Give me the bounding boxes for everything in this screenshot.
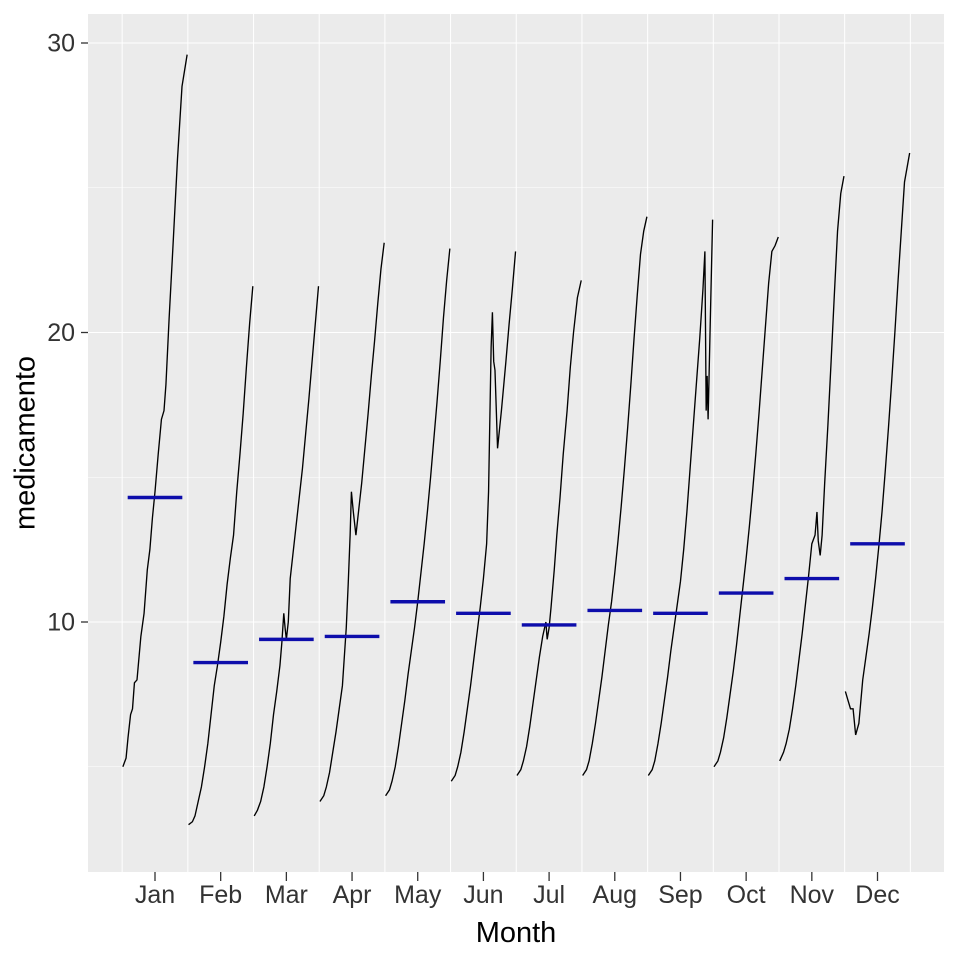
svg-text:Oct: Oct	[727, 881, 766, 909]
svg-text:Sep: Sep	[658, 881, 702, 909]
svg-text:Apr: Apr	[333, 881, 372, 909]
svg-text:Nov: Nov	[790, 881, 835, 909]
svg-text:May: May	[394, 881, 442, 909]
svg-text:Jun: Jun	[463, 881, 503, 909]
svg-text:10: 10	[47, 609, 75, 637]
svg-text:30: 30	[47, 30, 75, 58]
svg-text:Dec: Dec	[855, 881, 899, 909]
svg-text:Feb: Feb	[199, 881, 242, 909]
svg-text:Jan: Jan	[135, 881, 175, 909]
svg-text:Aug: Aug	[593, 881, 637, 909]
svg-text:Jul: Jul	[533, 881, 565, 909]
svg-text:Mar: Mar	[265, 881, 308, 909]
svg-text:20: 20	[47, 319, 75, 347]
